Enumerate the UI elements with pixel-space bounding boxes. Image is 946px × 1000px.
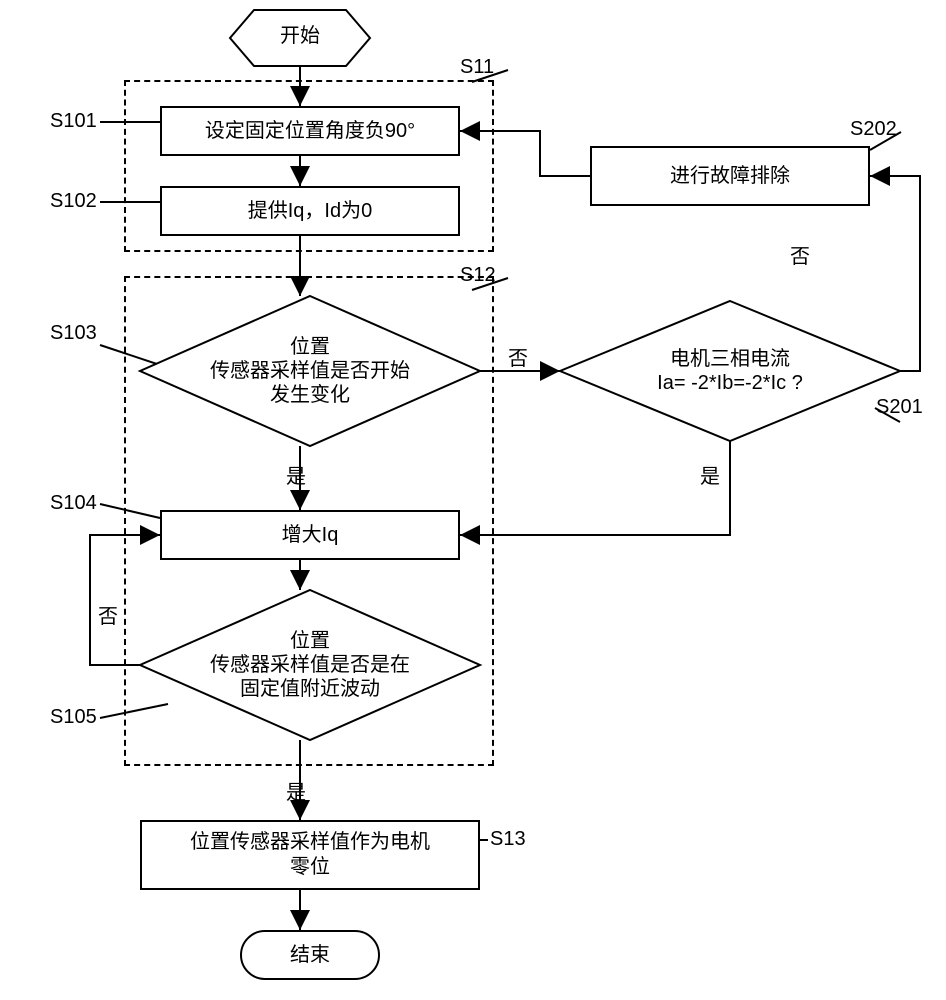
edge-label-yes1: 是: [286, 460, 306, 489]
node-s102: 提供Iq，Id为0: [160, 186, 460, 236]
step-label-S202: S202: [850, 118, 897, 141]
step-label-S104: S104: [50, 492, 97, 515]
step-label-S11: S11: [460, 56, 494, 79]
node-start: [230, 10, 370, 66]
node-s101: 设定固定位置角度负90°: [160, 106, 460, 156]
step-label-S201: S201: [876, 396, 923, 419]
node-end: 结束: [240, 930, 380, 980]
edge-label-no3: 否: [790, 240, 810, 269]
step-label-S101: S101: [50, 110, 97, 133]
edge-label-no2: 否: [98, 600, 118, 629]
step-label-S12: S12: [460, 264, 496, 287]
step-label-S102: S102: [50, 190, 97, 213]
node-s201: [560, 301, 900, 441]
step-label-S105: S105: [50, 706, 97, 729]
node-s103: [140, 296, 480, 446]
step-label-S103: S103: [50, 322, 97, 345]
node-s104: 增大Iq: [160, 510, 460, 560]
step-label-S13: S13: [490, 828, 526, 851]
node-s105: [140, 590, 480, 740]
edge-label-yes2: 是: [286, 776, 306, 805]
edge-label-no1: 否: [508, 342, 528, 371]
node-s13: 位置传感器采样值作为电机 零位: [140, 820, 480, 890]
edge-label-yes3: 是: [700, 460, 720, 489]
node-s202: 进行故障排除: [590, 146, 870, 206]
